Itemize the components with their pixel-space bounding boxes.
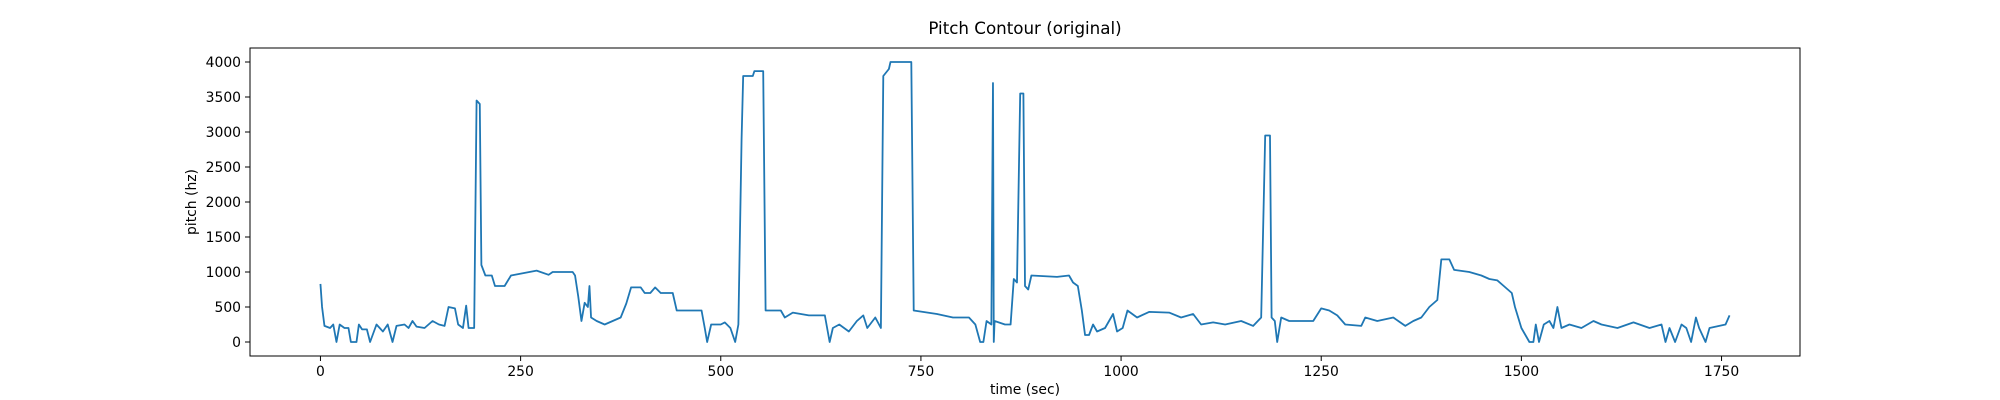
x-tick-label: 750 [908, 364, 935, 380]
y-axis-label: pitch (hz) [184, 169, 200, 235]
y-tick-label: 1500 [206, 230, 241, 246]
y-tick-label: 2000 [206, 195, 241, 211]
y-tick-label: 3500 [206, 90, 241, 106]
chart-title: Pitch Contour (original) [928, 18, 1121, 38]
x-tick-label: 500 [708, 364, 735, 380]
x-tick-label: 250 [507, 364, 534, 380]
y-tick-label: 3000 [206, 125, 241, 141]
x-axis-label: time (sec) [990, 382, 1060, 398]
plot-frame [249, 47, 1801, 357]
x-tick-label: 1750 [1704, 364, 1739, 380]
x-tick-label: 1250 [1304, 364, 1339, 380]
x-tick-label: 1500 [1504, 364, 1539, 380]
data-line [319, 61, 1731, 343]
x-tick-label: 1000 [1103, 364, 1138, 380]
y-tick-label: 4000 [206, 55, 241, 71]
y-tick-label: 500 [214, 300, 241, 316]
y-tick-label: 0 [232, 335, 241, 351]
y-tick-label: 2500 [206, 160, 241, 176]
x-tick-label: 0 [316, 364, 325, 380]
y-tick-label: 1000 [206, 265, 241, 281]
